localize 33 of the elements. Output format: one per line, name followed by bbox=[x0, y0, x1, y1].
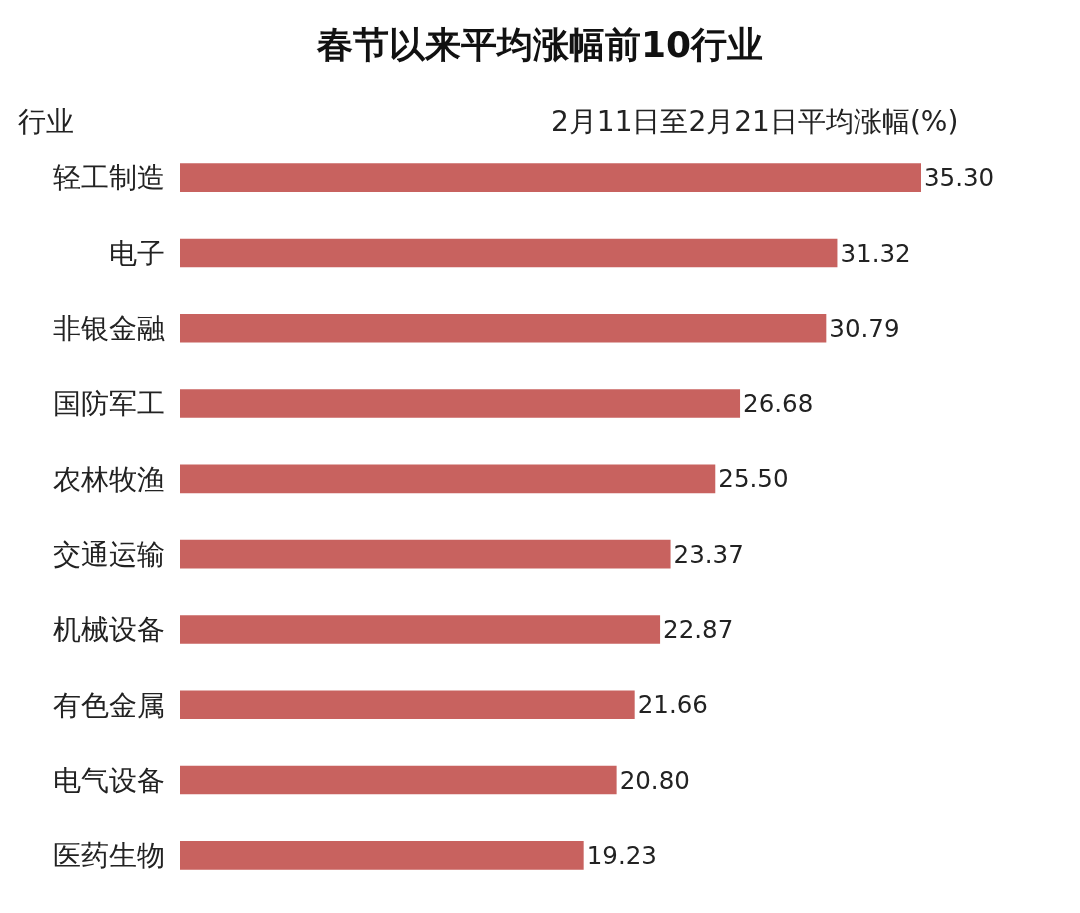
data-label: 20.80 bbox=[619, 765, 690, 795]
y-tick-label: 电气设备 bbox=[53, 763, 165, 797]
bar bbox=[180, 841, 584, 870]
data-label: 31.32 bbox=[840, 238, 911, 268]
y-tick-label: 交通运输 bbox=[53, 537, 165, 571]
data-label: 22.87 bbox=[663, 615, 734, 645]
bar bbox=[180, 539, 671, 569]
y-tick-label: 机械设备 bbox=[53, 613, 165, 647]
data-label: 19.23 bbox=[586, 840, 657, 870]
bar bbox=[180, 163, 921, 192]
y-tick-label: 医药生物 bbox=[53, 839, 165, 873]
bar bbox=[180, 615, 661, 644]
data-label: 21.66 bbox=[637, 690, 708, 720]
y-tick-label: 有色金属 bbox=[53, 688, 165, 722]
bar bbox=[180, 464, 716, 494]
bar bbox=[180, 389, 741, 418]
data-label: 35.30 bbox=[924, 163, 995, 193]
y-axis-title: 行业 bbox=[18, 105, 74, 138]
bar bbox=[180, 238, 838, 268]
y-tick-label: 农林牧渔 bbox=[53, 462, 165, 496]
bar bbox=[180, 765, 617, 795]
bar bbox=[180, 690, 635, 720]
data-label: 30.79 bbox=[829, 313, 900, 343]
data-label: 25.50 bbox=[718, 464, 789, 494]
x-axis-title: 2月11日至2月21日平均涨幅(%) bbox=[551, 105, 959, 138]
y-tick-label: 国防军工 bbox=[53, 387, 165, 421]
data-label: 26.68 bbox=[743, 389, 814, 419]
data-label: 23.37 bbox=[673, 539, 744, 569]
y-tick-label: 非银金融 bbox=[53, 312, 165, 346]
bar bbox=[180, 313, 827, 343]
chart-title: 春节以来平均涨幅前10行业 bbox=[315, 24, 764, 66]
y-tick-label: 电子 bbox=[109, 236, 165, 270]
y-tick-label: 轻工制造 bbox=[53, 161, 165, 195]
